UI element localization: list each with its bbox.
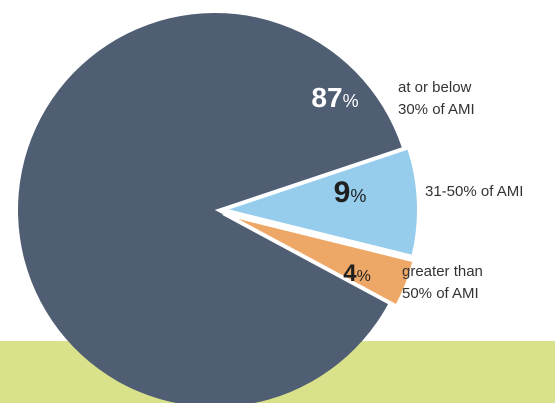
slice-value-number: 4 <box>343 260 357 287</box>
slice-label-line: at or below <box>398 79 472 96</box>
slice-value-high: 4% <box>343 260 371 287</box>
slice-value-percent: % <box>357 268 371 285</box>
slice-label-line: greater than <box>402 263 483 280</box>
slice-value-percent: % <box>343 91 359 111</box>
slice-value-number: 9 <box>334 176 351 209</box>
pie-slice-low <box>18 13 402 403</box>
slice-value-number: 87 <box>311 82 342 113</box>
pie-slice-high <box>222 211 418 310</box>
slice-label-line: 50% of AMI <box>402 285 479 302</box>
slice-label-mid: 31-50% of AMI <box>425 183 523 200</box>
slice-label-line: 31-50% of AMI <box>425 183 523 200</box>
slice-value-percent: % <box>350 186 366 206</box>
slice-label-low: at or below 30% of AMI <box>398 79 475 118</box>
slice-value-low: 87% <box>311 82 358 113</box>
pie-slice-mid <box>214 144 421 260</box>
slice-label-high: greater than 50% of AMI <box>402 263 483 302</box>
slice-value-mid: 9% <box>334 176 367 209</box>
slice-label-line: 30% of AMI <box>398 101 475 118</box>
